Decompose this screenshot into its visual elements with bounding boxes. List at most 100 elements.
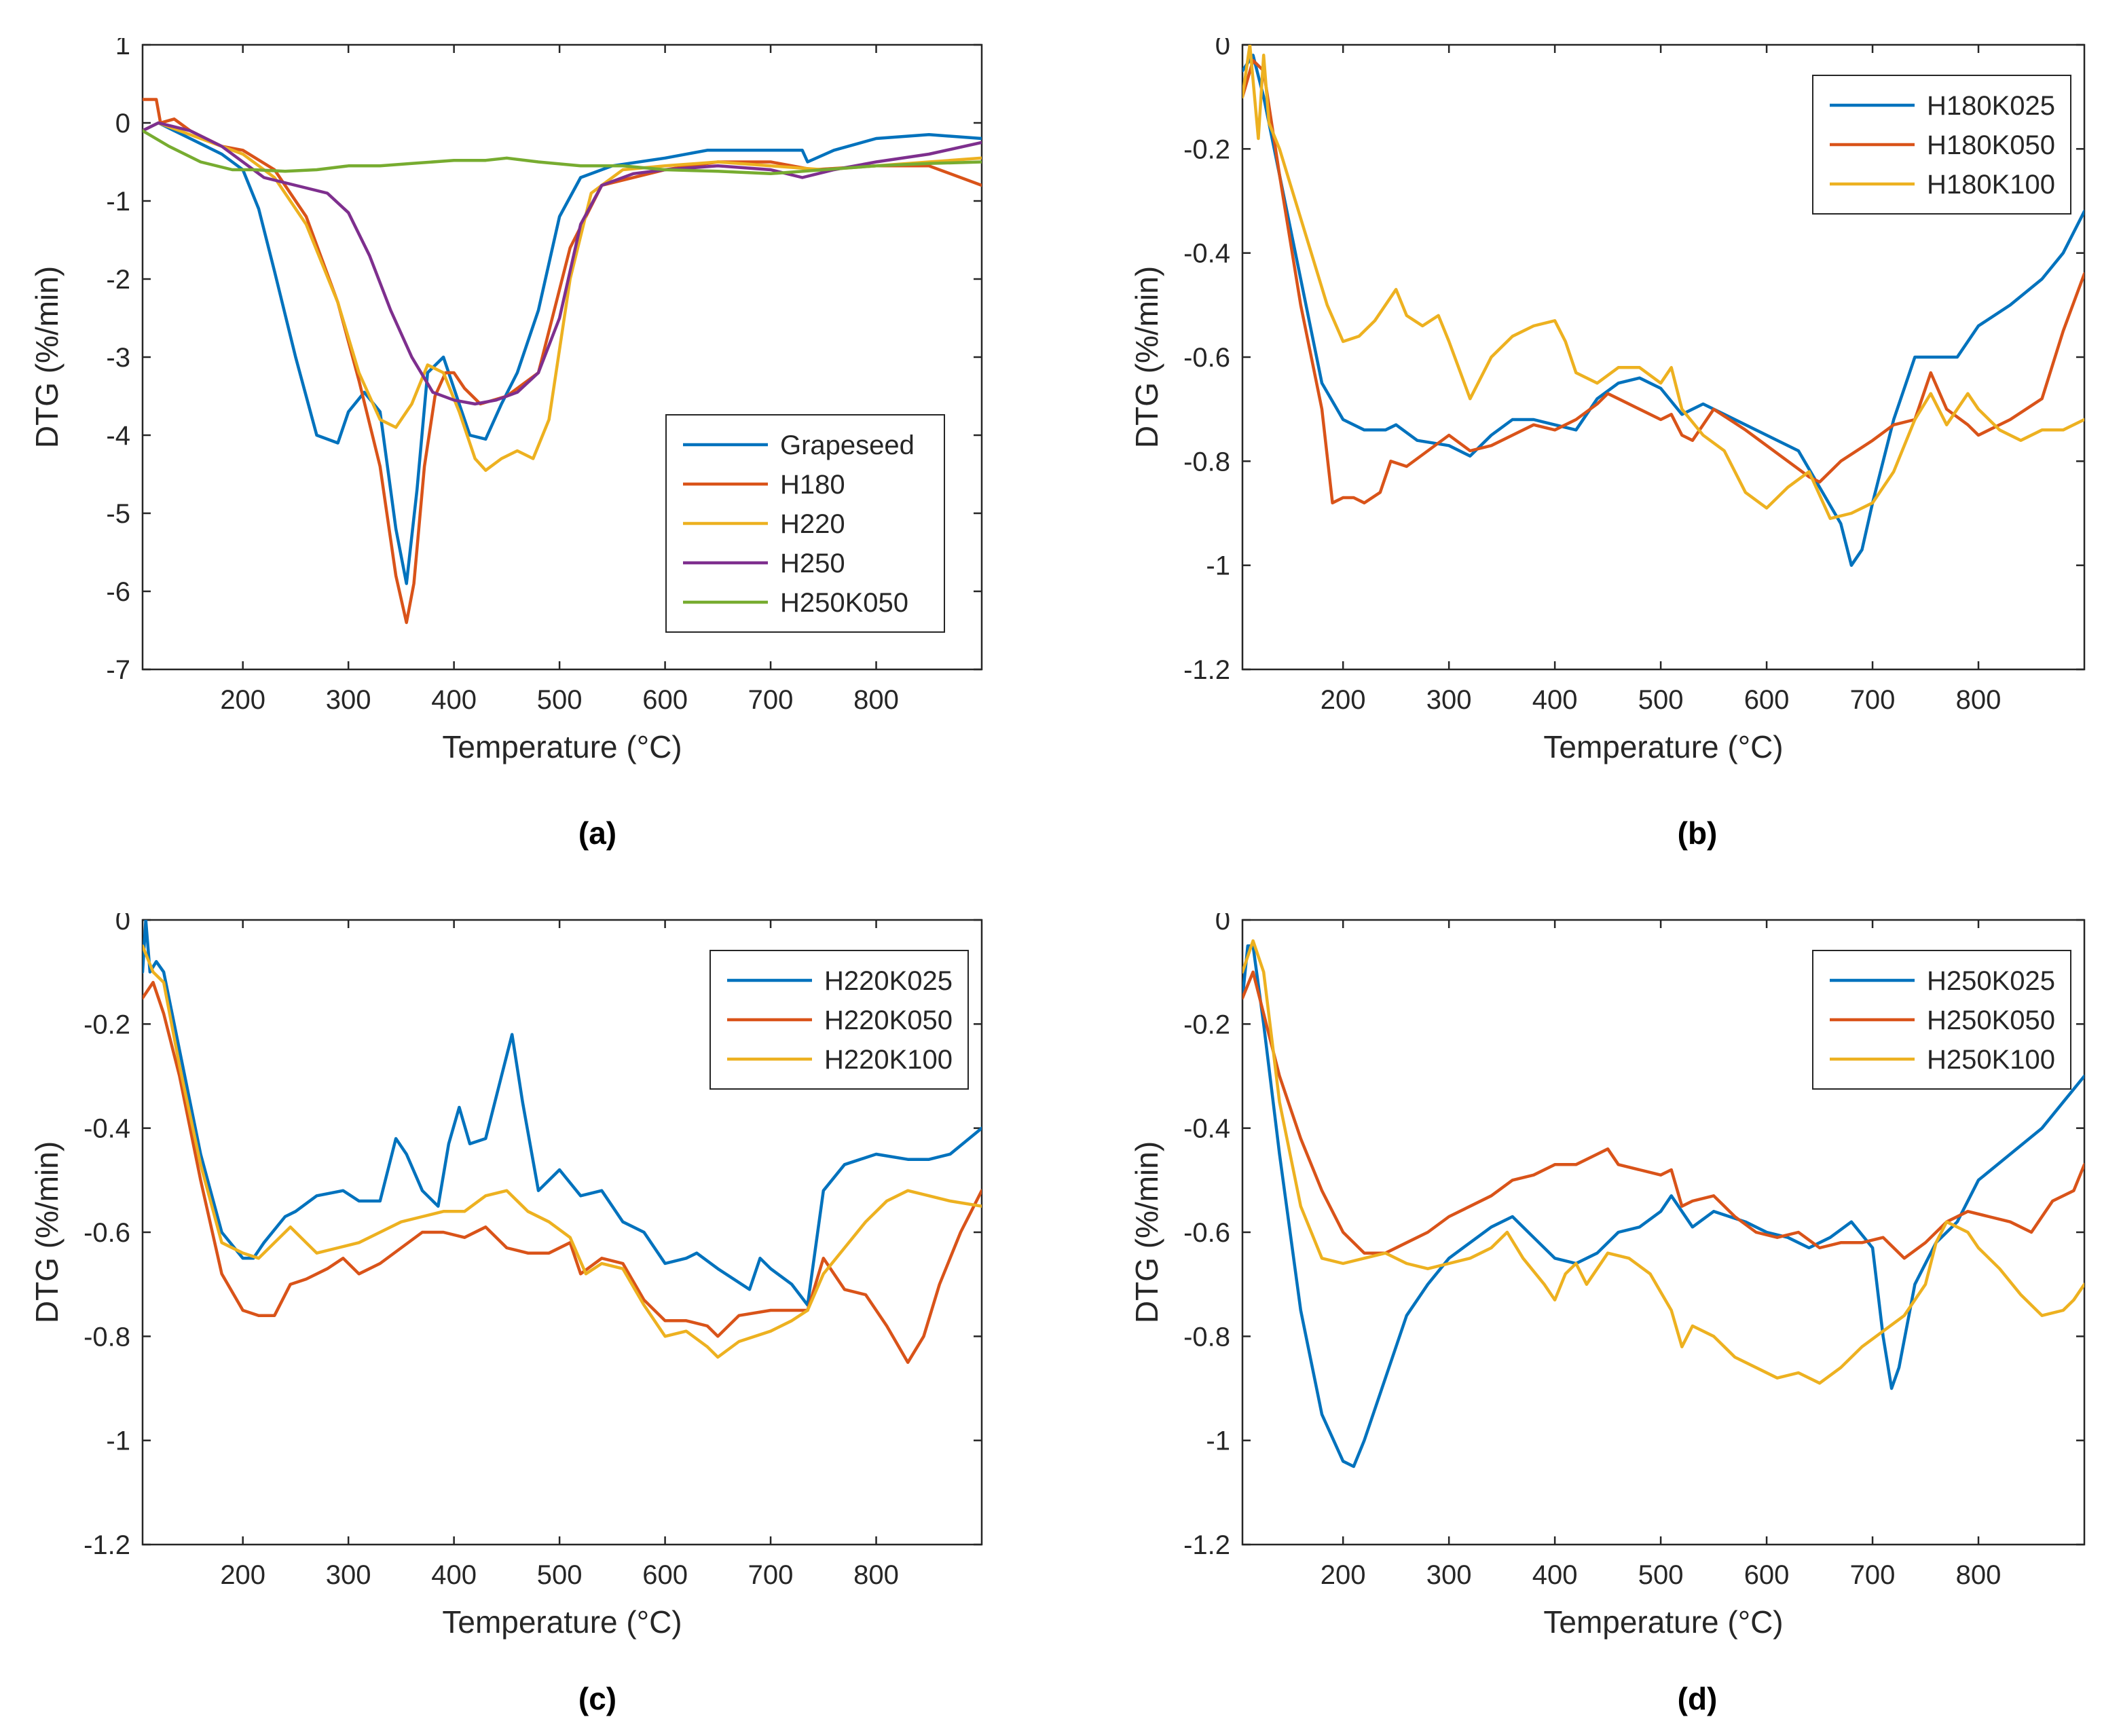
legend-label: H220K025 [824, 966, 953, 996]
y-tick-label: -0.8 [1183, 447, 1230, 477]
legend-label: H180K050 [1927, 130, 2055, 160]
x-tick-label: 500 [537, 1560, 583, 1590]
series-line-h220k050 [143, 980, 982, 1364]
series-line-h180k050 [1242, 58, 2084, 504]
y-tick-label: -1.2 [1183, 655, 1230, 685]
legend-label: H250K050 [1927, 1005, 2055, 1035]
series-line-h180k100 [1242, 45, 2084, 520]
y-tick-label: 0 [115, 109, 130, 138]
y-tick-label: 0 [1215, 38, 1230, 60]
x-axis-label: Temperature (°C) [442, 1604, 682, 1640]
x-tick-label: 400 [1532, 1560, 1578, 1590]
y-axis-label: DTG (%/min) [29, 1141, 64, 1323]
legend: H250K025 H250K050 H250K100 [1812, 950, 2071, 1090]
x-tick-label: 500 [537, 685, 583, 715]
series-line-h250k050 [143, 129, 982, 176]
y-axis-label: DTG (%/min) [1129, 1141, 1164, 1323]
y-tick-label: -7 [106, 655, 130, 685]
legend: H180K025 H180K050 H180K100 [1812, 75, 2071, 215]
x-tick-label: 600 [1744, 1560, 1790, 1590]
y-axis-label: DTG (%/min) [29, 266, 64, 448]
y-tick-label: -1.2 [84, 1530, 130, 1560]
y-tick-label: -3 [106, 343, 130, 373]
legend: H220K025 H220K050 H220K100 [709, 950, 969, 1090]
legend: Grapeseed H180 H220 H250 H250K050 [665, 414, 945, 633]
y-tick-label: -0.4 [84, 1114, 130, 1144]
y-tick-label: -1.2 [1183, 1530, 1230, 1560]
x-tick-label: 300 [1426, 685, 1472, 715]
x-tick-label: 700 [1850, 685, 1896, 715]
panel-caption: (d) [1677, 1681, 1718, 1716]
series-line-h220k025 [143, 920, 982, 1307]
x-axis-label: Temperature (°C) [1543, 729, 1783, 764]
y-tick-label: -4 [106, 421, 130, 451]
series-line-h250k050 [1242, 970, 2084, 1260]
x-tick-label: 700 [748, 685, 794, 715]
y-tick-label: -0.8 [84, 1322, 130, 1352]
legend-label: H180 [780, 470, 845, 500]
series-line-h250 [143, 121, 982, 406]
x-tick-label: 200 [220, 685, 265, 715]
y-axis-label: DTG (%/min) [1129, 266, 1164, 448]
legend-label: H250K100 [1927, 1045, 2055, 1075]
legend-label: H220K050 [824, 1005, 953, 1035]
legend-label: Grapeseed [780, 430, 915, 460]
x-tick-label: 400 [1532, 685, 1578, 715]
x-tick-label: 800 [1956, 685, 2002, 715]
x-tick-label: 700 [748, 1560, 794, 1590]
x-tick-label: 200 [1321, 685, 1366, 715]
chart-c: 200 300 400 500 600 700 800 0 -0.2 -0.4 -0.6 -0.8 -1… [29, 913, 983, 1640]
x-axis-label: Temperature (°C) [1543, 1604, 1783, 1640]
x-tick-label: 500 [1638, 1560, 1684, 1590]
chart-d: 200 300 400 500 600 700 800 0 -0.2 -0.4 -0.6 -0.8 -1… [1129, 913, 2086, 1640]
legend-label: H220 [780, 509, 845, 539]
y-tick-label: -5 [106, 499, 130, 529]
series-line-h220 [143, 121, 982, 473]
panel-caption: (a) [578, 815, 617, 851]
y-tick-label: -0.2 [1183, 134, 1230, 164]
y-tick-label: -0.4 [1183, 1114, 1230, 1144]
chart-b: 200 300 400 500 600 700 800 0 -0.2 -0.4 -0.6 -0.8 -1… [1129, 38, 2086, 764]
y-tick-label: -0.8 [1183, 1322, 1230, 1352]
y-tick-label: -2 [106, 265, 130, 295]
x-tick-label: 200 [1321, 1560, 1366, 1590]
y-tick-label: -0.6 [84, 1218, 130, 1248]
y-tick-label: -1 [106, 187, 130, 217]
x-tick-label: 600 [1744, 685, 1790, 715]
series-line-h220k100 [143, 944, 982, 1359]
y-tick-label: -0.6 [1183, 1218, 1230, 1248]
x-tick-label: 400 [431, 685, 477, 715]
panel-caption: (b) [1677, 815, 1718, 851]
y-tick-label: -1 [106, 1426, 130, 1456]
legend-label: H250K050 [780, 588, 908, 618]
x-tick-label: 600 [642, 1560, 688, 1590]
y-tick-label: -1 [1206, 1426, 1230, 1456]
y-tick-label: -0.2 [84, 1010, 130, 1039]
y-tick-label: -0.6 [1183, 343, 1230, 373]
y-tick-label: 0 [115, 913, 130, 936]
x-tick-label: 300 [1426, 1560, 1472, 1590]
x-tick-label: 800 [853, 685, 899, 715]
x-tick-label: 800 [1956, 1560, 2002, 1590]
x-tick-label: 400 [431, 1560, 477, 1590]
y-tick-label: -0.2 [1183, 1010, 1230, 1039]
series-line-h250k025 [1242, 944, 2084, 1469]
x-tick-label: 600 [642, 685, 688, 715]
legend-label: H180K025 [1927, 91, 2055, 121]
x-tick-label: 200 [220, 1560, 265, 1590]
y-tick-label: -0.4 [1183, 239, 1230, 269]
y-tick-label: 1 [115, 38, 130, 60]
x-axis-label: Temperature (°C) [442, 729, 682, 764]
series-line-h250k100 [1242, 939, 2084, 1385]
y-tick-label: 0 [1215, 913, 1230, 936]
chart-a: 200 300 400 500 600 700 800 1 0 -1 -2 -3 -4 -5 -6 -7 Tem… [29, 38, 983, 764]
x-tick-label: 300 [326, 1560, 371, 1590]
y-tick-label: -6 [106, 577, 130, 607]
x-tick-label: 800 [853, 1560, 899, 1590]
x-tick-label: 300 [326, 685, 371, 715]
legend-label: H220K100 [824, 1045, 953, 1075]
legend-label: H180K100 [1927, 170, 2055, 200]
legend-label: H250K025 [1927, 966, 2055, 996]
legend-label: H250 [780, 549, 845, 578]
x-tick-label: 700 [1850, 1560, 1896, 1590]
